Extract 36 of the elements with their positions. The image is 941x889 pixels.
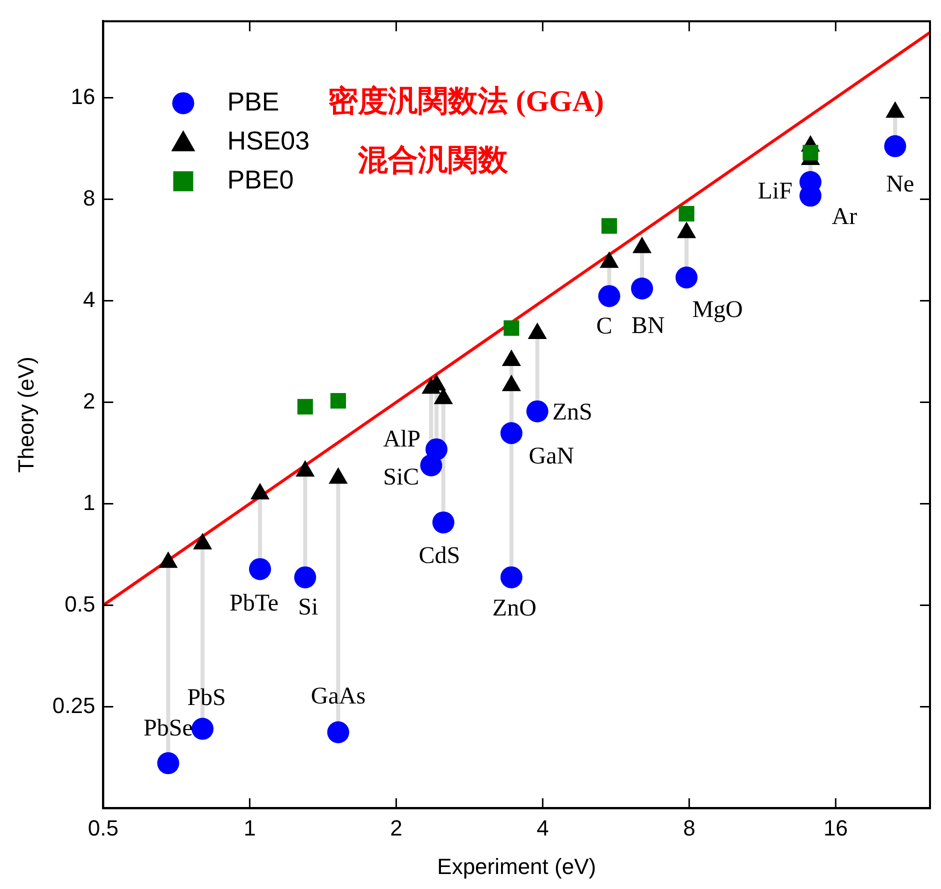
x-tick-label: 1 (244, 815, 256, 840)
annotation: 混合汎関数 (357, 144, 510, 177)
x-axis-title: Experiment (eV) (437, 854, 596, 879)
y-tick-label: 0.25 (52, 692, 96, 718)
y-axis-title: Theory (eV) (13, 356, 38, 473)
legend-label: PBE0 (227, 164, 294, 194)
y-tick-label: 16 (70, 84, 96, 109)
annotation: BN (631, 312, 665, 339)
x-tick-label: 16 (823, 815, 848, 840)
annotation: ZnO (492, 596, 536, 622)
annotation: PbSe (144, 715, 193, 742)
annotation: LiF (758, 178, 792, 204)
annotation: Ar (832, 204, 858, 230)
x-tick-label: 8 (683, 815, 696, 840)
legend-label: HSE03 (227, 125, 310, 156)
y-tick-label: 8 (82, 185, 96, 210)
annotation: CdS (418, 542, 460, 569)
y-tick-label: 0.5 (64, 591, 96, 616)
annotation: GaAs (310, 684, 366, 710)
y-tick-label: 4 (82, 286, 96, 312)
annotation: 密度汎関数法 (GGA) (328, 84, 604, 118)
annotation: PbS (187, 685, 226, 712)
annotation: C (596, 313, 612, 340)
annotation: AlP (383, 426, 420, 453)
x-tick-label: 2 (390, 815, 402, 840)
annotation: Si (298, 594, 318, 621)
x-tick-label: 4 (536, 815, 549, 840)
annotation: GaN (528, 443, 574, 470)
y-tick-label: 2 (82, 388, 96, 414)
legend-label: PBE (227, 86, 280, 116)
y-tick-label: 1 (82, 490, 96, 515)
annotation: MgO (692, 296, 743, 323)
annotation: Ne (886, 171, 914, 198)
annotation: ZnS (552, 400, 592, 426)
annotation: SiC (383, 464, 420, 491)
annotation: PbTe (230, 590, 279, 616)
